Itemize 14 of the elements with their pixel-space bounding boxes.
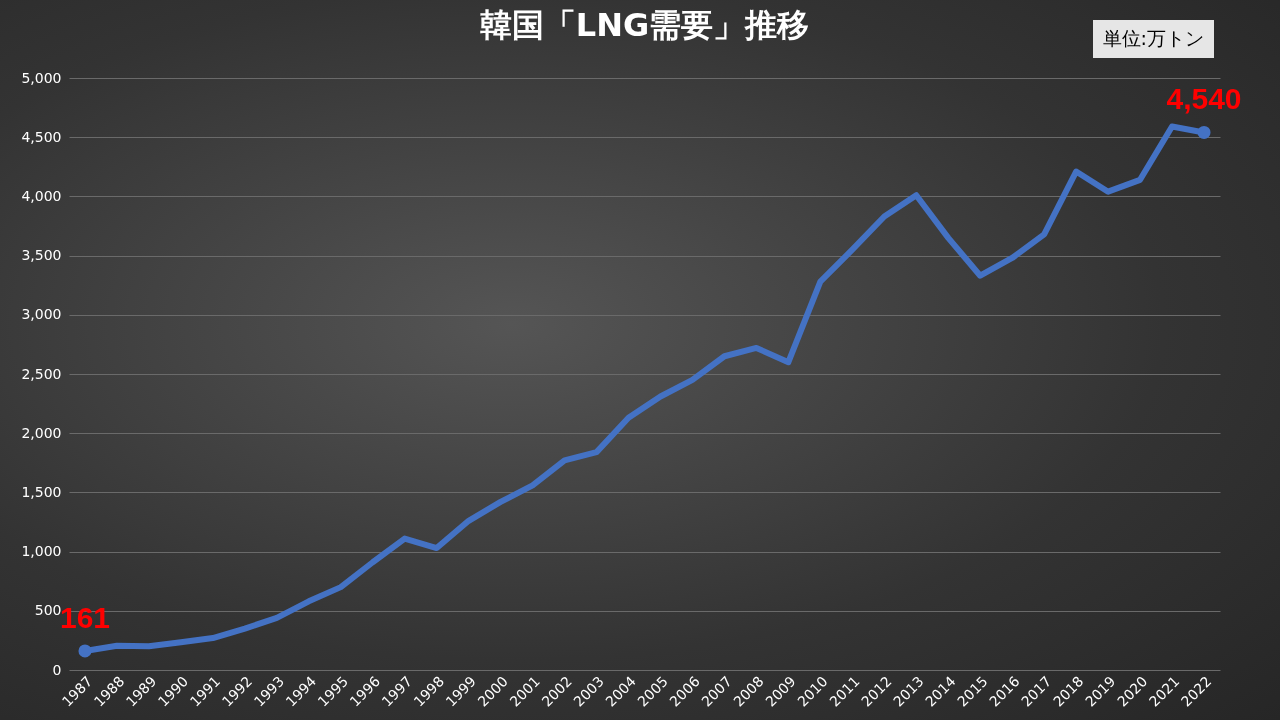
y-tick-label: 500: [34, 602, 62, 619]
y-tick-label: 2,500: [21, 365, 62, 382]
text: 単位:万トン: [1092, 20, 1214, 58]
y-tick-label: 1,000: [21, 543, 62, 560]
y-tick-label: 2,000: [21, 424, 62, 441]
y-tick-label: 0: [52, 661, 62, 678]
y-tick-label: 4,500: [21, 128, 62, 145]
y-tick-label: 3,500: [21, 247, 62, 264]
y-tick-label: 4,000: [21, 187, 62, 204]
y-tick-label: 5,000: [21, 69, 62, 86]
y-tick-label: 1,500: [21, 483, 62, 500]
data-label: 4,540: [1166, 82, 1242, 116]
chart-title: 韓国「LNG需要」推移: [479, 6, 810, 44]
y-tick-label: 3,000: [21, 306, 62, 323]
